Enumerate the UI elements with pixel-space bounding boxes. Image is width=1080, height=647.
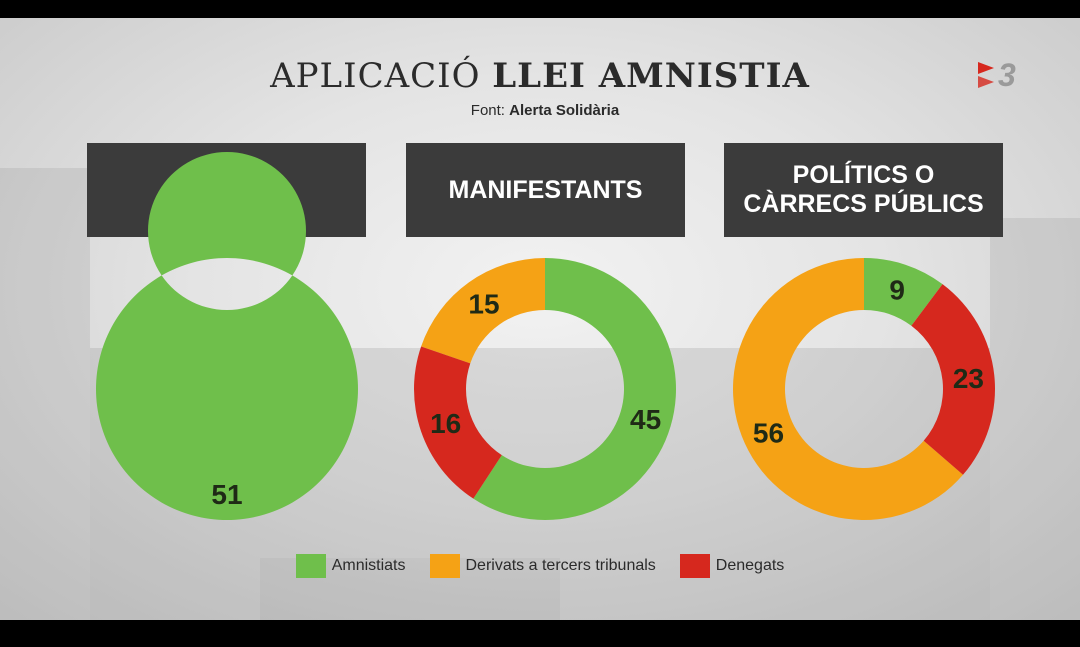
legend: Amnistiats Derivats a tercers tribunals De… <box>0 554 1080 578</box>
logo-text: 3 <box>998 57 1016 93</box>
legend-item-denegats: Denegats <box>679 554 785 578</box>
donut-slice-denegats <box>911 284 995 475</box>
donut-policies: 51 <box>95 152 358 520</box>
chart-title-line: POLÍTICS O <box>792 161 935 189</box>
chart-title: MANIFESTANTS <box>449 176 643 205</box>
infographic-frame: APLICACIÓ LLEI AMNISTIA Font: Alerta Sol… <box>0 18 1080 620</box>
data-label-denegats: 16 <box>430 408 461 439</box>
panel-manifestants: MANIFESTANTS <box>406 143 685 237</box>
donut-slice-derivats <box>733 258 964 520</box>
source-line: Font: Alerta Solidària <box>0 102 1080 119</box>
data-label-amnistiats: 9 <box>889 274 905 305</box>
source-prefix: Font: <box>470 102 505 119</box>
chart-title-line: CÀRRECS PÚBLICS <box>743 190 984 218</box>
donut-politics: 9 56 23 <box>733 258 995 520</box>
panel-politics: POLÍTICS O CÀRRECS PÚBLICS <box>724 143 1003 237</box>
legend-swatch <box>295 554 326 578</box>
data-label-derivats: 15 <box>468 289 499 320</box>
data-label-amnistiats: 51 <box>211 479 242 510</box>
legend-item-derivats: Derivats a tercers tribunals <box>429 554 656 578</box>
legend-swatch <box>429 554 460 578</box>
data-label-amnistiats: 45 <box>630 404 661 435</box>
legend-label: Denegats <box>715 557 785 574</box>
source-name: Alerta Solidària <box>509 102 620 119</box>
chart-title-line: MANIFESTANTS <box>448 175 643 204</box>
tv3-logo-icon: 3 <box>978 57 1016 93</box>
donut-manifestants: 45 15 16 <box>414 258 676 520</box>
data-label-denegats: 23 <box>953 363 984 394</box>
channel-logo: 3 <box>972 54 1032 94</box>
legend-label: Amnistiats <box>331 557 406 574</box>
page-title: APLICACIÓ LLEI AMNISTIA <box>0 56 1080 96</box>
donut-slice-amnistiats <box>864 258 943 326</box>
donut-slice-amnistiats <box>95 152 358 520</box>
data-label-derivats: 56 <box>753 418 784 449</box>
donut-slice-denegats <box>414 346 502 499</box>
legend-item-amnistiats: Amnistiats <box>295 554 406 578</box>
title-bold: LLEI AMNISTIA <box>492 56 810 96</box>
legend-swatch <box>679 554 710 578</box>
donut-slice-derivats <box>421 258 545 364</box>
title-light: APLICACIÓ <box>270 56 481 96</box>
chart-title: POLÍTICS O CÀRRECS PÚBLICS <box>743 161 983 219</box>
legend-label: Derivats a tercers tribunals <box>465 557 656 574</box>
donut-slice-amnistiats <box>473 258 676 520</box>
